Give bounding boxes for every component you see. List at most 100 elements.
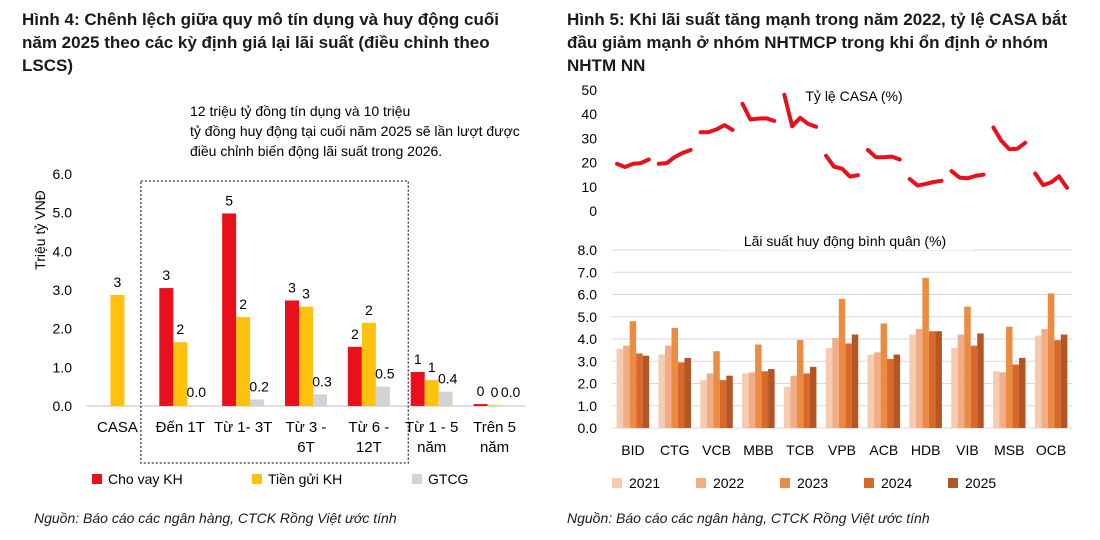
category-label: Từ 6 - — [348, 419, 389, 436]
bar-2025 — [768, 369, 775, 428]
bar-tiền-gửi-kh — [424, 380, 439, 406]
bar-cho-vay-kh — [159, 288, 174, 406]
bar-tiền-gửi-kh — [173, 342, 188, 406]
bar-2025 — [1019, 357, 1026, 428]
category-label: CASA — [97, 419, 138, 436]
bar-2024 — [928, 331, 936, 428]
bar-2022 — [1041, 328, 1048, 428]
data-label: 0.5 — [375, 366, 395, 382]
category-label: Trên 5 — [473, 419, 516, 436]
y-tick-label: 8.0 — [578, 242, 598, 258]
bar-2025 — [977, 333, 984, 428]
figure5-source: Nguồn: Báo cáo các ngân hàng, CTCK Rồng … — [567, 510, 930, 526]
category-label: VIB — [956, 442, 979, 458]
bar-gtcg — [313, 394, 327, 406]
category-label: Đến 1T — [156, 419, 205, 436]
bar-2022 — [623, 345, 630, 428]
category-label: VCB — [702, 442, 731, 458]
title-background — [722, 230, 972, 250]
legend-swatch — [696, 478, 706, 488]
legend-swatch — [780, 478, 790, 488]
legend-label: 2024 — [881, 475, 912, 491]
category-label: 12T — [356, 439, 382, 456]
legend-swatch — [864, 478, 874, 488]
bar-2024 — [887, 359, 894, 428]
category-label: MSB — [994, 442, 1024, 458]
legend-label: 2023 — [797, 475, 828, 491]
category-label: BID — [621, 442, 644, 458]
y-tick-label: 4.0 — [578, 331, 598, 347]
data-label: 0.2 — [249, 378, 269, 394]
bar-2024 — [803, 373, 810, 428]
data-label: 0.0 — [501, 384, 521, 400]
y-tick-label: 1.0 — [578, 398, 598, 414]
casa-line-vib — [949, 169, 986, 181]
y-tick-label: 30 — [581, 130, 597, 146]
bar-cho-vay-kh — [285, 300, 299, 406]
y-axis-label: Triệu tỷ VNĐ — [32, 190, 48, 270]
legend-swatch — [948, 478, 958, 488]
bar-2025 — [1060, 334, 1068, 428]
bar-2024 — [845, 343, 852, 428]
casa-line-tcb — [782, 92, 819, 129]
category-label: 6T — [297, 439, 315, 456]
bar-2024 — [636, 353, 643, 428]
bar-tiền-gửi-kh — [110, 295, 125, 406]
category-label: Từ 1 - 5 — [405, 419, 458, 436]
y-tick-label: 5.0 — [578, 309, 598, 325]
bar-2025 — [809, 366, 817, 428]
bar-2025 — [893, 354, 901, 428]
bar-2023 — [880, 323, 888, 428]
bar-2025 — [851, 334, 859, 428]
data-label: 0.3 — [312, 373, 332, 389]
bar-2022 — [664, 345, 672, 428]
legend-label: 2021 — [629, 475, 660, 491]
y-tick-label: 0 — [589, 203, 597, 219]
figure4-title: Hình 4: Chênh lệch giữa quy mô tín dụng … — [22, 10, 499, 75]
chart-title: Lãi suất huy động bình quân (%) — [744, 233, 946, 249]
bar-gtcg — [501, 405, 516, 407]
y-tick-label: 20 — [581, 155, 597, 171]
y-tick-label: 2.0 — [53, 321, 73, 337]
bar-2024 — [970, 345, 978, 428]
data-label: 3 — [302, 286, 310, 302]
bar-gtcg — [187, 405, 202, 407]
annotation-line: tỷ đồng huy động tại cuối năm 2025 sẽ lầ… — [190, 123, 520, 139]
bar-cho-vay-kh — [222, 213, 237, 406]
figure4-source: Nguồn: Báo cáo các ngân hàng, CTCK Rồng … — [34, 510, 397, 526]
casa-line-acb — [865, 148, 902, 162]
data-label: 3 — [114, 274, 122, 290]
bar-2022 — [706, 373, 714, 428]
legend-swatch — [412, 474, 422, 484]
category-label: HDB — [911, 442, 941, 458]
bar-2021 — [742, 373, 749, 428]
data-label: 1 — [414, 351, 422, 367]
category-label: MBB — [743, 442, 773, 458]
chart-title: Tỷ lệ CASA (%) — [805, 88, 902, 104]
data-label: 2 — [239, 296, 247, 312]
bar-2023 — [1047, 293, 1055, 428]
bar-2023 — [1006, 326, 1013, 428]
bar-2023 — [755, 344, 762, 428]
bar-2022 — [874, 352, 881, 428]
bar-2022 — [915, 328, 923, 428]
legend-label: 2022 — [713, 475, 744, 491]
bar-cho-vay-kh — [473, 404, 488, 406]
legend-label: 2025 — [965, 475, 996, 491]
bar-2021 — [700, 380, 707, 428]
bar-2022 — [832, 337, 839, 428]
category-label: Từ 3 - — [286, 419, 327, 436]
bar-2022 — [790, 375, 797, 428]
bar-2023 — [671, 327, 678, 428]
data-label: 0.0 — [187, 384, 207, 400]
bar-gtcg — [250, 399, 265, 406]
data-label: 5 — [225, 192, 233, 208]
data-label: 0 — [491, 384, 499, 400]
category-label: năm — [480, 439, 509, 456]
y-tick-label: 0.0 — [53, 398, 73, 414]
legend-label: Tiền gửi KH — [268, 471, 342, 487]
bar-2021 — [909, 334, 916, 428]
bar-2024 — [761, 371, 769, 428]
casa-line-vcb — [698, 123, 735, 135]
bar-2022 — [957, 334, 965, 428]
